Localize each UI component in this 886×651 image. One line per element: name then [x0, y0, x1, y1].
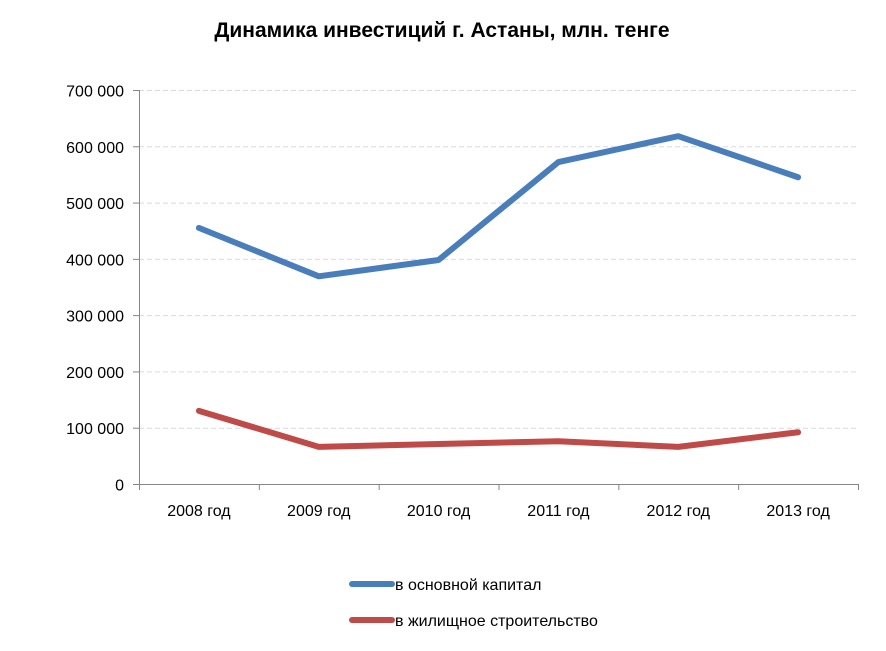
- x-tick-label: 2009 год: [287, 503, 351, 520]
- legend-label: в основной капитал: [395, 577, 541, 594]
- x-tick-label: 2008 год: [167, 503, 231, 520]
- y-tick-label: 300 000: [66, 309, 124, 326]
- x-tick-label: 2010 год: [407, 503, 471, 520]
- y-tick-label: 600 000: [66, 140, 124, 157]
- chart-title: Динамика инвестиций г. Астаны, млн. тенг…: [214, 19, 669, 42]
- x-tick-label: 2012 год: [647, 503, 711, 520]
- y-tick-label: 400 000: [66, 252, 124, 269]
- y-tick-label: 700 000: [66, 84, 124, 101]
- series-line-1: [195, 133, 802, 280]
- x-tick-label: 2013 год: [766, 503, 830, 520]
- legend-label: в жилищное строительство: [395, 613, 598, 630]
- y-tick-label: 200 000: [66, 365, 124, 382]
- y-tick-label: 0: [115, 478, 124, 495]
- y-tick-label: 100 000: [66, 421, 124, 438]
- series-line-2: [195, 407, 802, 450]
- x-tick-label: 2011 год: [527, 503, 590, 520]
- y-tick-label: 500 000: [66, 196, 124, 213]
